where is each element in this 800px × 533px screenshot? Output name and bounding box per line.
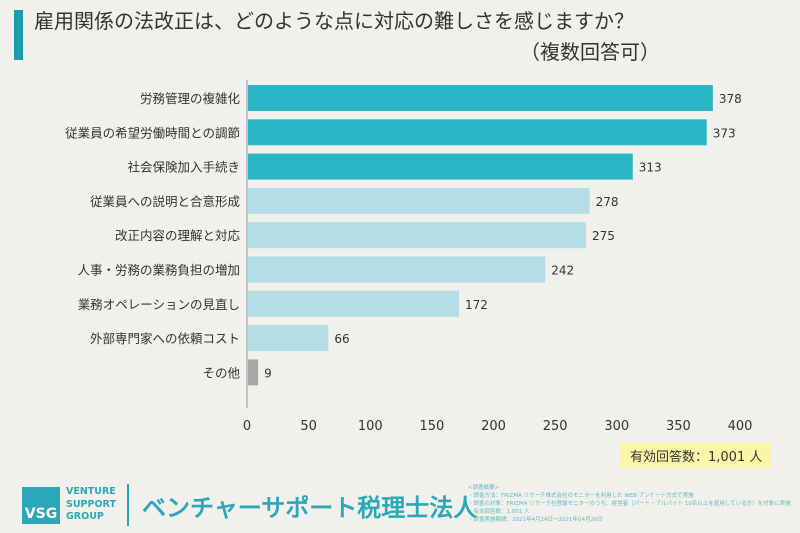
bar <box>248 222 586 249</box>
vsg-logo: VSG <box>22 487 60 524</box>
chart-title: 雇用関係の法改正は、どのような点に対応の難しさを感じますか？ <box>34 9 634 33</box>
x-tick-label: 300 <box>604 419 629 434</box>
bar <box>248 119 707 146</box>
category-label: 労務管理の複雑化 <box>140 91 241 106</box>
bar <box>248 85 713 111</box>
bar <box>248 153 633 180</box>
data-label: 313 <box>639 161 662 175</box>
brand-name: ベンチャーサポート税理士法人 <box>142 494 478 522</box>
category-label: 社会保険加入手続き <box>127 160 240 175</box>
logo-text: VENTURE SUPPORT GROUP <box>66 486 116 522</box>
bar <box>248 187 590 214</box>
x-tick-label: 50 <box>300 419 317 434</box>
category-label: 人事・労務の業務負担の増加 <box>77 263 240 278</box>
x-tick-label: 0 <box>243 419 251 434</box>
category-label: 外部専門家への依頼コスト <box>90 331 240 346</box>
category-label: 改正内容の理解と対応 <box>115 228 241 243</box>
x-tick-label: 200 <box>481 419 506 434</box>
x-tick-label: 100 <box>358 419 383 434</box>
data-label: 9 <box>264 366 272 380</box>
data-label: 378 <box>719 92 742 106</box>
title-accent-bar <box>14 10 23 60</box>
x-tick-label: 350 <box>666 419 691 434</box>
data-label: 242 <box>551 264 574 278</box>
data-label: 278 <box>596 195 619 209</box>
category-label: その他 <box>202 365 240 380</box>
bar <box>248 290 459 317</box>
bar <box>248 256 546 283</box>
data-label: 172 <box>465 298 488 312</box>
sample-size-note: 有効回答数：1,001 人 <box>620 443 773 468</box>
survey-footnotes: <調査概要> ・調査方法：FRIZMA リサーチ株式会社のモニターを利用した WE… <box>468 485 791 523</box>
logo-divider <box>127 484 129 526</box>
x-tick-label: 250 <box>543 419 568 434</box>
data-label: 275 <box>592 229 615 243</box>
chart-subtitle: （複数回答可） <box>520 40 660 64</box>
data-label: 373 <box>713 126 736 140</box>
category-label: 業務オペレーションの見直し <box>78 297 240 312</box>
bar <box>248 359 259 386</box>
bar <box>248 325 329 352</box>
x-tick-label: 150 <box>419 419 444 434</box>
category-label: 従業員の希望労働時間との調節 <box>65 125 240 140</box>
x-tick-label: 400 <box>728 419 753 434</box>
category-label: 従業員への説明と合意形成 <box>90 194 240 209</box>
data-label: 66 <box>334 332 349 346</box>
